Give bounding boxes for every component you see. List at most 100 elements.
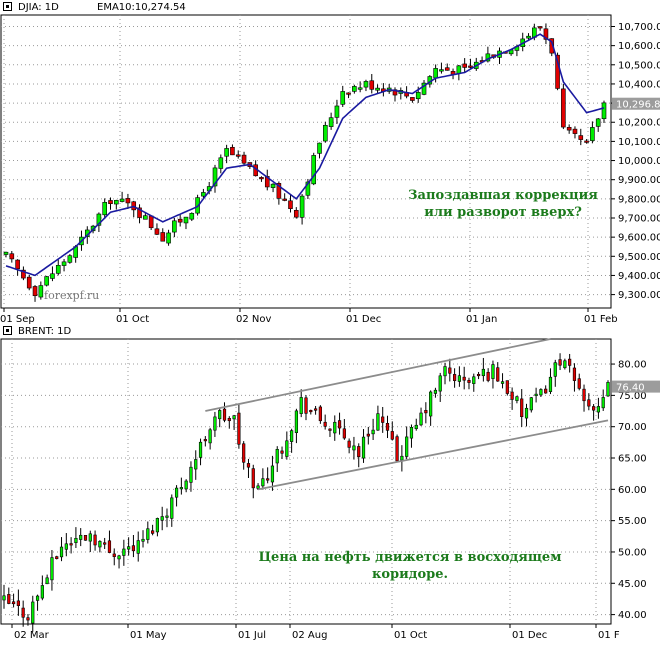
candle-down — [293, 210, 299, 218]
candle-down — [568, 358, 572, 366]
candle-up — [218, 157, 224, 169]
candle-down — [237, 412, 241, 445]
y-tick-label: 80.00 — [618, 360, 647, 371]
candle-down — [26, 617, 30, 621]
candle-up — [526, 35, 531, 39]
candle-down — [587, 399, 591, 407]
candle-up — [433, 68, 438, 79]
y-tick-label: 40.00 — [618, 610, 647, 621]
candle-down — [424, 410, 428, 414]
candle-up — [500, 381, 505, 384]
candle-up — [98, 541, 102, 548]
candle-up — [261, 478, 265, 487]
candle-up — [334, 105, 340, 118]
x-tick-label: 01 F — [598, 630, 620, 641]
x-tick-label: 02 Nov — [236, 314, 272, 325]
candle-up — [74, 538, 78, 544]
candle-up — [61, 261, 67, 266]
pane-menu-icon[interactable] — [3, 2, 12, 11]
candle-up — [601, 397, 605, 409]
candle-down — [357, 446, 361, 458]
brent-annotation: Цена на нефть движется в восходящем кори… — [258, 550, 562, 582]
brent-candlestick-plot[interactable]: 40.00 45.00 50.00 55.00 60.00 65.00 70.00 75.00… — [0, 324, 660, 654]
y-tick-label: 10,700.00 — [618, 22, 660, 33]
candle-up — [146, 528, 150, 540]
brent-chart-header: BRENT: 1D — [0, 324, 660, 340]
candle-up — [323, 124, 328, 142]
djia-annotation-line-1: Запоздавшая коррекция — [408, 188, 598, 203]
candle-down — [549, 38, 555, 54]
candle-down — [578, 135, 584, 140]
candle-up — [553, 362, 557, 377]
candle-down — [16, 600, 20, 606]
channel-lower-line — [257, 419, 609, 491]
candle-down — [83, 535, 88, 541]
candle-up — [421, 82, 427, 95]
x-tick-label: 01 May — [130, 630, 167, 641]
candle-up — [290, 430, 294, 442]
candle-up — [184, 480, 188, 490]
candle-up — [456, 65, 462, 74]
candles — [3, 23, 607, 302]
candle-up — [59, 546, 64, 558]
candle-up — [31, 601, 35, 624]
candle-up — [160, 516, 164, 521]
candle-down — [241, 154, 247, 164]
candle-up — [45, 577, 49, 585]
x-tick-label: 01 Dec — [512, 630, 547, 641]
djia-annotation: Запоздавшая коррекция или разворот вверх… — [393, 187, 613, 221]
y-tick-label: 9,700.00 — [618, 213, 660, 224]
candle-up — [79, 534, 83, 540]
candle-up — [40, 585, 44, 599]
candle-up — [457, 375, 461, 382]
candle-down — [108, 200, 113, 204]
candle-down — [572, 367, 577, 381]
candle-down — [32, 286, 38, 297]
candle-down — [323, 421, 327, 427]
candle-up — [96, 213, 102, 226]
candle-up — [539, 389, 543, 396]
candle-down — [592, 406, 596, 411]
candle-up — [275, 449, 279, 464]
plot-frame — [0, 14, 612, 309]
x-tick-label: 01 Sep — [0, 314, 35, 325]
y-tick-label: 9,500.00 — [618, 252, 660, 263]
candle-up — [405, 436, 409, 457]
candle-up — [524, 407, 529, 419]
candle-down — [21, 607, 25, 618]
candle-up — [419, 412, 423, 426]
y-tick-label: 9,900.00 — [618, 175, 660, 186]
candle-down — [15, 259, 20, 270]
candle-up — [50, 273, 55, 279]
candle-down — [259, 177, 264, 180]
candle-down — [390, 431, 394, 440]
candle-up — [529, 397, 533, 411]
candle-down — [103, 542, 107, 545]
candle-up — [439, 69, 444, 72]
candle-up — [472, 376, 476, 384]
candle-up — [127, 546, 131, 550]
candle-down — [125, 198, 131, 204]
candle-down — [93, 534, 97, 546]
djia-candlestick-plot[interactable]: 9,300.00 9,400.00 9,500.00 9,600.00 9,700.00… — [0, 0, 660, 325]
candle-down — [69, 543, 73, 546]
candle-down — [555, 54, 560, 89]
candle-down — [584, 140, 589, 143]
pane-menu-icon[interactable] — [3, 326, 12, 335]
candle-up — [352, 445, 356, 451]
candle-up — [170, 497, 174, 519]
candle-down — [366, 433, 370, 437]
candle-up — [189, 466, 193, 483]
candle-up — [218, 410, 222, 420]
candle-down — [251, 468, 255, 489]
candle-down — [266, 478, 270, 481]
candle-down — [505, 380, 509, 394]
candle-down — [462, 63, 467, 68]
candle-down — [131, 545, 136, 552]
last-price-marker — [612, 380, 660, 393]
candle-down — [561, 88, 566, 128]
y-tick-label: 50.00 — [618, 547, 647, 558]
candle-up — [606, 381, 610, 397]
candle-down — [55, 556, 59, 560]
candle-up — [429, 391, 433, 417]
